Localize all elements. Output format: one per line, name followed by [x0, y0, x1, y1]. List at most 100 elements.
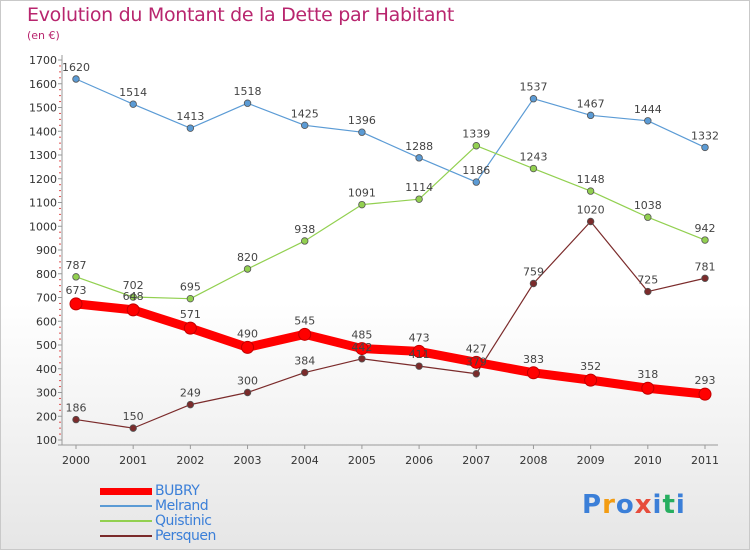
- data-point-persquen: [243, 388, 252, 397]
- data-label-persquen: 379: [466, 356, 487, 369]
- y-tick-label: 1300: [29, 149, 57, 162]
- data-point-quistinic: [415, 195, 423, 203]
- data-label-quistinic: 1339: [462, 128, 490, 141]
- data-point-melrand: [529, 95, 538, 103]
- data-point-quistinic: [586, 187, 595, 195]
- data-label-melrand: 1288: [405, 140, 433, 153]
- data-point-persquen: [129, 424, 137, 432]
- y-tick-label: 1700: [29, 54, 57, 67]
- data-label-bubry: 427: [466, 342, 487, 355]
- logo-letter: P: [582, 490, 603, 520]
- data-point-bubry: [469, 355, 483, 369]
- y-tick-label: 600: [36, 315, 57, 328]
- data-point-melrand: [472, 178, 480, 186]
- data-point-melrand: [701, 143, 709, 152]
- data-point-melrand: [358, 128, 366, 136]
- data-point-bubry: [584, 373, 598, 387]
- y-tick-label: 1600: [29, 78, 57, 91]
- data-point-bubry: [241, 340, 255, 354]
- logo-letter: t: [662, 490, 676, 520]
- data-label-melrand: 1537: [519, 81, 547, 94]
- legend-item-quistinic: Quistinic: [100, 513, 300, 529]
- data-point-bubry: [412, 344, 426, 358]
- data-point-quistinic: [72, 273, 80, 281]
- data-label-quistinic: 702: [123, 279, 144, 292]
- data-label-quistinic: 1038: [634, 199, 662, 212]
- chart-title: Evolution du Montant de la Dette par Hab…: [27, 4, 455, 26]
- data-label-bubry: 352: [580, 360, 601, 373]
- y-tick-label: 1100: [29, 197, 57, 210]
- data-label-bubry: 545: [294, 314, 315, 327]
- data-label-melrand: 1425: [291, 107, 319, 120]
- data-point-bubry: [69, 297, 83, 311]
- data-label-bubry: 490: [237, 327, 258, 340]
- data-label-melrand: 1444: [634, 103, 662, 116]
- x-tick-label: 2011: [691, 454, 719, 467]
- data-point-bubry: [298, 327, 312, 341]
- data-point-quistinic: [701, 236, 709, 244]
- data-point-persquen: [701, 274, 709, 282]
- x-tick-label: 2010: [634, 454, 662, 467]
- proxiti-logo: Proxiti: [582, 490, 686, 520]
- series-line-persquen: [75, 220, 706, 429]
- data-label-bubry: 473: [409, 331, 430, 344]
- x-tick-label: 2005: [348, 454, 376, 467]
- data-label-quistinic: 938: [294, 223, 315, 236]
- data-label-quistinic: 1148: [577, 173, 605, 186]
- data-label-melrand: 1396: [348, 114, 376, 127]
- data-point-persquen: [529, 279, 538, 288]
- data-point-persquen: [644, 287, 652, 296]
- data-label-persquen: 249: [180, 387, 201, 400]
- data-label-quistinic: 1114: [405, 181, 433, 194]
- data-label-quistinic: 820: [237, 251, 258, 264]
- data-label-persquen: 300: [237, 375, 258, 388]
- series-line-melrand: [75, 78, 706, 183]
- data-point-persquen: [586, 217, 595, 226]
- data-label-quistinic: 1243: [519, 151, 547, 164]
- y-tick-label: 1000: [29, 220, 57, 233]
- x-tick-label: 2006: [405, 454, 433, 467]
- logo-letter: r: [602, 490, 616, 520]
- data-point-melrand: [301, 121, 309, 130]
- y-tick-label: 1500: [29, 102, 57, 115]
- data-point-quistinic: [644, 213, 652, 221]
- series-line-quistinic: [75, 145, 706, 300]
- data-label-bubry: 485: [351, 329, 372, 342]
- data-label-bubry: 318: [637, 368, 658, 381]
- legend: BUBRY Melrand Quistinic Persquen: [100, 483, 300, 544]
- y-tick-label: 1400: [29, 125, 57, 138]
- data-label-bubry: 293: [695, 374, 716, 387]
- data-point-bubry: [183, 321, 197, 335]
- data-label-bubry: 571: [180, 308, 201, 321]
- data-point-quistinic: [358, 200, 366, 209]
- data-label-persquen: 442: [351, 341, 372, 354]
- y-tick-label: 300: [36, 387, 57, 400]
- data-point-melrand: [186, 124, 195, 132]
- legend-swatch-quistinic: [100, 520, 152, 522]
- data-point-melrand: [644, 117, 652, 125]
- data-point-quistinic: [129, 293, 137, 301]
- data-label-persquen: 150: [123, 410, 144, 423]
- data-point-melrand: [129, 100, 137, 108]
- x-tick-label: 2000: [62, 454, 90, 467]
- x-tick-label: 2003: [234, 454, 262, 467]
- data-label-quistinic: 942: [695, 222, 716, 235]
- data-point-quistinic: [301, 237, 309, 245]
- data-point-bubry: [355, 342, 369, 356]
- data-point-quistinic: [186, 294, 195, 303]
- data-label-persquen: 725: [637, 274, 658, 287]
- data-label-bubry: 673: [66, 284, 87, 297]
- y-tick-label: 1200: [29, 173, 57, 186]
- data-point-bubry: [641, 381, 655, 395]
- y-tick-label: 500: [36, 339, 57, 352]
- data-point-quistinic: [472, 142, 480, 150]
- y-tick-label: 100: [36, 434, 57, 447]
- data-label-persquen: 186: [66, 402, 87, 415]
- data-label-melrand: 1518: [234, 85, 262, 98]
- y-tick-label: 400: [36, 363, 57, 376]
- data-label-bubry: 648: [123, 290, 144, 303]
- data-point-persquen: [186, 400, 195, 409]
- data-label-melrand: 1332: [691, 129, 719, 142]
